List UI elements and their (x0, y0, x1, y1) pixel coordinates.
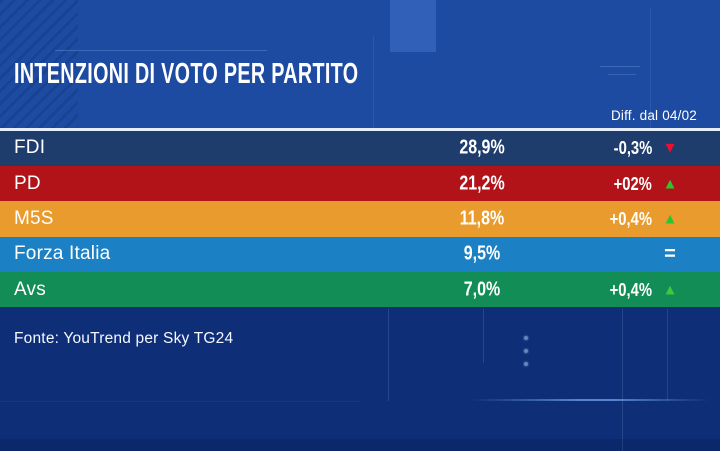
background-accent-rect (390, 0, 436, 52)
trend-up-icon: ▲ (662, 175, 678, 193)
party-value: 28,9% (459, 136, 505, 159)
source-credit: Fonte: YouTrend per Sky TG24 (14, 330, 234, 347)
header-separator (0, 128, 720, 131)
table-row-avs: Avs 7,0% +0,4% ▲ (0, 272, 720, 308)
page-title: INTENZIONI DI VOTO PER PARTITO (14, 58, 359, 90)
trend-equal-icon: = (664, 243, 676, 266)
background-seam (600, 66, 640, 67)
table-row-pd: PD 21,2% +02% ▲ (0, 165, 720, 202)
party-diff: +0,4% (609, 208, 652, 230)
table-row-m5s: M5S 11,8% +0,4% ▲ (0, 201, 720, 237)
party-value: 21,2% (459, 172, 505, 195)
background-seam (608, 74, 636, 75)
party-diff: +02% (613, 172, 652, 194)
party-diff: +0,4% (609, 278, 652, 300)
poll-table: FDI 28,9% -0,3% ▼ PD 21,2% +02% ▲ M5S 11… (0, 130, 720, 308)
party-name: Avs (14, 278, 46, 300)
trend-up-icon: ▲ (662, 281, 678, 299)
trend-up-icon: ▲ (662, 210, 678, 228)
background-seam (373, 36, 374, 128)
diff-column-label: Diff. dal 04/02 (610, 108, 697, 123)
trend-down-icon: ▼ (662, 139, 678, 157)
party-name: Forza Italia (14, 243, 111, 265)
party-value: 11,8% (459, 207, 505, 230)
party-value: 7,0% (463, 278, 501, 301)
party-value: 9,5% (463, 242, 501, 265)
footer-band (0, 307, 720, 451)
party-name: M5S (14, 208, 54, 230)
background-seam (55, 50, 267, 51)
party-name: FDI (14, 137, 46, 159)
table-row-forza-italia: Forza Italia 9,5% = (0, 236, 720, 273)
party-diff: -0,3% (613, 137, 652, 159)
table-row-fdi: FDI 28,9% -0,3% ▼ (0, 130, 720, 166)
party-name: PD (14, 172, 41, 194)
